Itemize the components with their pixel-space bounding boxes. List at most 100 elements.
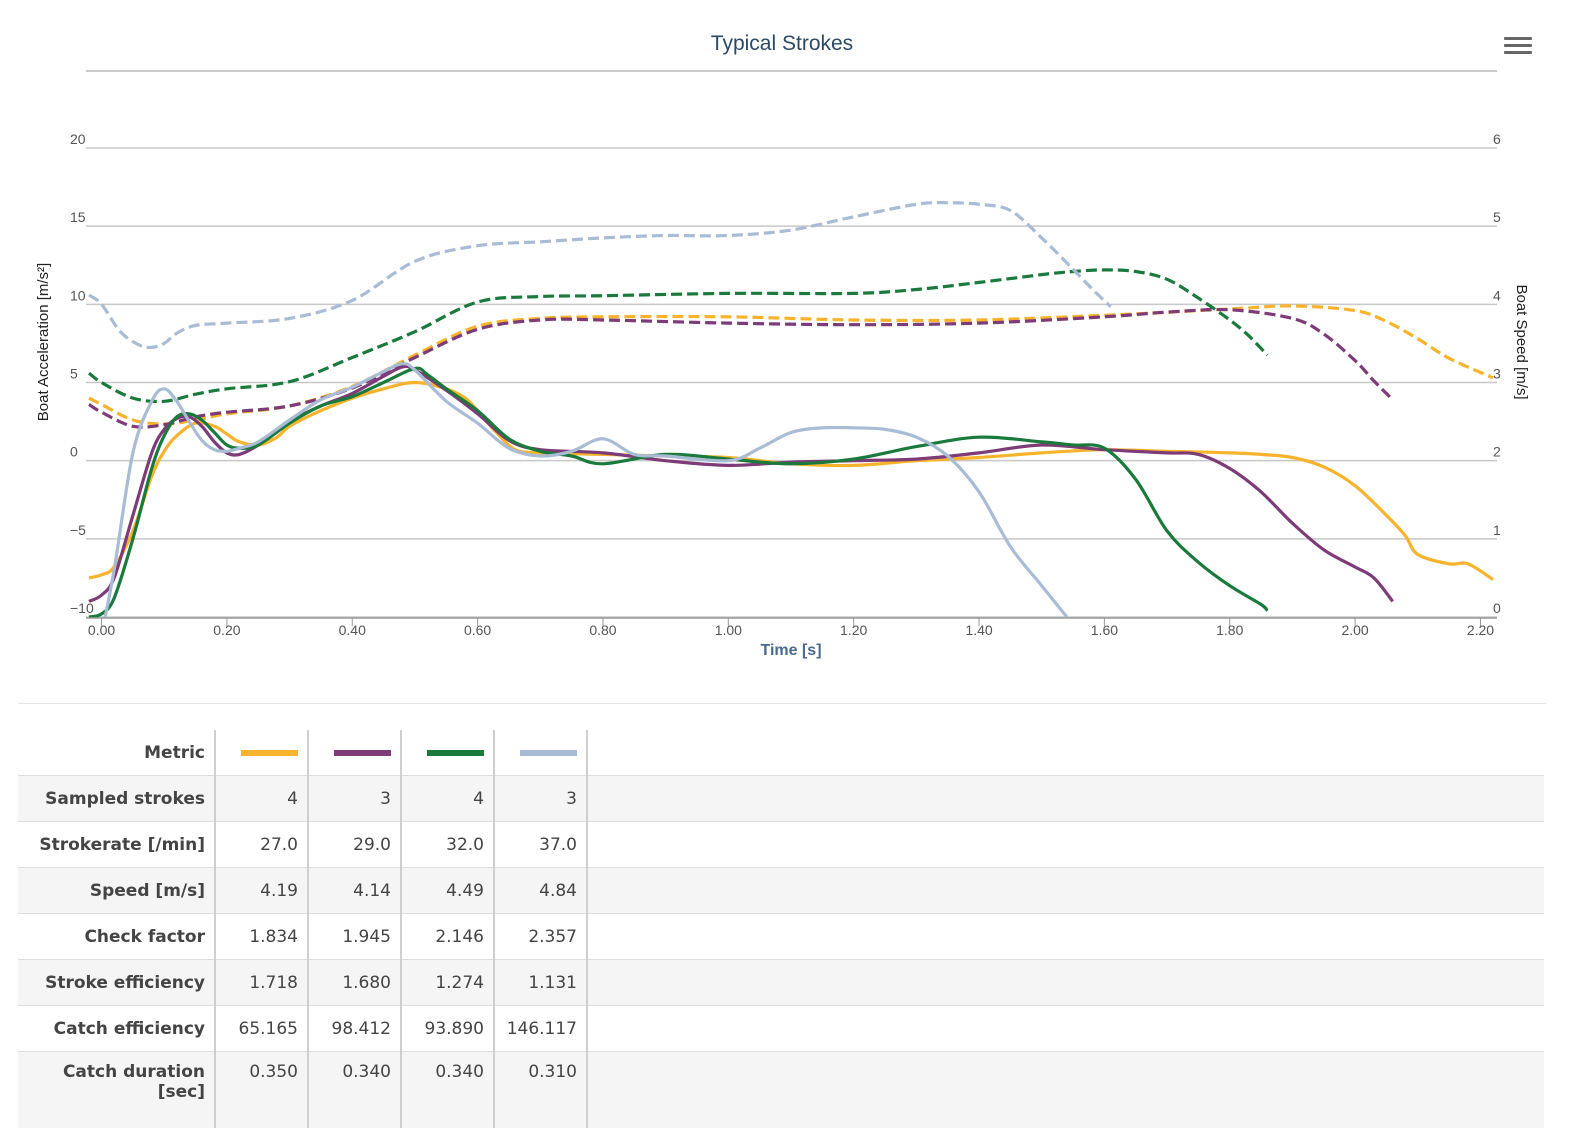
- chart-menu-button[interactable]: [1504, 34, 1532, 58]
- x-tick-label: 1.60: [1091, 622, 1118, 638]
- x-tick-label: 0.40: [339, 622, 366, 638]
- table-row: Speed [m/s] 4.19 4.14 4.49 4.84: [18, 867, 1544, 914]
- metric-label: Sampled strokes: [18, 775, 215, 822]
- y-left-tick-label: −5: [70, 522, 86, 538]
- metric-header: Metric: [144, 742, 205, 763]
- y-left-tick-label: 10: [70, 287, 86, 303]
- x-tick-label: 1.80: [1216, 622, 1243, 638]
- series-swatch-cell: [214, 730, 308, 776]
- empty-cell: [586, 1051, 1544, 1128]
- empty-cell: [586, 775, 1544, 822]
- empty-cell: [586, 913, 1544, 960]
- y-axis-right-label: Boat Speed [m/s]: [1513, 284, 1530, 399]
- series-line-7: [88, 200, 1112, 350]
- metric-value: 2.357: [493, 913, 587, 960]
- y-right-tick-label: 0: [1493, 600, 1501, 616]
- metric-value: 1.131: [493, 959, 587, 1006]
- table-row: Catch duration [sec] 0.350 0.340 0.340 0.310: [18, 1051, 1544, 1128]
- metric-value: 1.680: [307, 959, 401, 1006]
- x-tick-label: 2.20: [1467, 622, 1494, 638]
- section-divider: [18, 703, 1546, 704]
- y-left-tick-label: −10: [70, 600, 94, 616]
- x-tick-label: 1.40: [965, 622, 992, 638]
- metric-value: 1.274: [400, 959, 494, 1006]
- metric-value: 93.890: [400, 1005, 494, 1052]
- metric-value: 1.945: [307, 913, 401, 960]
- table-row: Catch efficiency 65.165 98.412 93.890 146.11…: [18, 1005, 1544, 1052]
- hamburger-icon-bar: [1504, 44, 1532, 47]
- y-left-tick-label: 20: [70, 131, 86, 147]
- series-line-6: [103, 362, 1069, 618]
- metric-value: 1.718: [214, 959, 308, 1006]
- x-tick-label: 0.80: [589, 622, 616, 638]
- y-axis-left-label: Boat Acceleration [m/s²]: [35, 263, 52, 421]
- table-row: Stroke efficiency 1.718 1.680 1.274 1.131: [18, 959, 1544, 1006]
- swatch-2: [427, 749, 484, 756]
- series-line-5: [87, 268, 1269, 404]
- metric-value: 37.0: [493, 821, 587, 868]
- metric-label: Check factor: [84, 926, 205, 947]
- table-row: Check factor 1.834 1.945 2.146 2.357: [18, 913, 1544, 960]
- chart-title: Typical Strokes: [711, 32, 853, 55]
- metric-value: 0.340: [400, 1051, 494, 1128]
- x-tick-label: 2.00: [1341, 622, 1368, 638]
- x-tick-label: 0.00: [88, 622, 115, 638]
- y-left-tick-label: 5: [70, 366, 78, 382]
- y-right-tick-label: 6: [1493, 131, 1501, 147]
- metric-label: Catch duration [sec]: [18, 1051, 215, 1128]
- y-left-tick-label: 15: [70, 209, 86, 225]
- metric-label: Speed [m/s]: [18, 867, 215, 914]
- empty-cell: [586, 867, 1544, 914]
- metric-label: Strokerate [/min]: [39, 834, 205, 855]
- metric-value: 32.0: [400, 821, 494, 868]
- y-right-tick-label: 4: [1493, 287, 1501, 303]
- series-line-2: [88, 364, 1394, 603]
- metric-value: 29.0: [307, 821, 401, 868]
- empty-cell: [586, 821, 1544, 868]
- series-line-3: [88, 307, 1394, 429]
- series-line-4: [88, 366, 1269, 618]
- empty-cell: [586, 730, 1544, 776]
- table-row: Strokerate [/min] 27.0 29.0 32.0 37.0: [18, 821, 1544, 868]
- x-tick-label: 1.00: [715, 622, 742, 638]
- x-tick-label: 0.60: [464, 622, 491, 638]
- metric-value: 98.412: [307, 1005, 401, 1052]
- metric-value: 4.19: [214, 867, 308, 914]
- table-header-row: Metric: [18, 730, 1544, 776]
- hamburger-icon-bar: [1504, 37, 1532, 40]
- metric-value: 1.834: [214, 913, 308, 960]
- metric-label: Catch efficiency: [53, 1018, 205, 1039]
- metric-value: 3: [307, 775, 401, 822]
- x-tick-label: 0.20: [213, 622, 240, 638]
- metric-value: 27.0: [214, 821, 308, 868]
- empty-cell: [586, 959, 1544, 1006]
- metric-value: 0.350: [214, 1051, 308, 1128]
- y-left-tick-label: 0: [70, 444, 78, 460]
- y-right-tick-label: 2: [1493, 444, 1501, 460]
- metric-value: 3: [493, 775, 587, 822]
- empty-cell: [586, 1005, 1544, 1052]
- swatch-0: [241, 749, 298, 756]
- metric-value: 4.14: [307, 867, 401, 914]
- metric-value: 0.340: [307, 1051, 401, 1128]
- swatch-1: [334, 749, 391, 756]
- x-axis-label: Time [s]: [760, 642, 821, 659]
- metric-value: 4: [214, 775, 308, 822]
- metric-value: 65.165: [214, 1005, 308, 1052]
- metric-value: 4: [400, 775, 494, 822]
- series-swatch-cell: [307, 730, 401, 776]
- hamburger-icon-bar: [1504, 51, 1532, 54]
- series-swatch-cell: [493, 730, 587, 776]
- series-swatch-cell: [400, 730, 494, 776]
- metric-value: 146.117: [493, 1005, 587, 1052]
- chart: Typical Strokes 20151050−5−1065432100.00…: [35, 32, 1530, 659]
- metric-value: 0.310: [493, 1051, 587, 1128]
- metric-value: 4.49: [400, 867, 494, 914]
- metric-value: 2.146: [400, 913, 494, 960]
- y-right-tick-label: 5: [1493, 209, 1501, 225]
- swatch-3: [520, 749, 577, 756]
- metrics-table: Metric Sampled strokes 4 3 4 3 Strokerate [/m…: [18, 730, 1544, 1128]
- x-tick-label: 1.20: [840, 622, 867, 638]
- table-row: Sampled strokes 4 3 4 3: [18, 775, 1544, 822]
- y-right-tick-label: 1: [1493, 522, 1501, 538]
